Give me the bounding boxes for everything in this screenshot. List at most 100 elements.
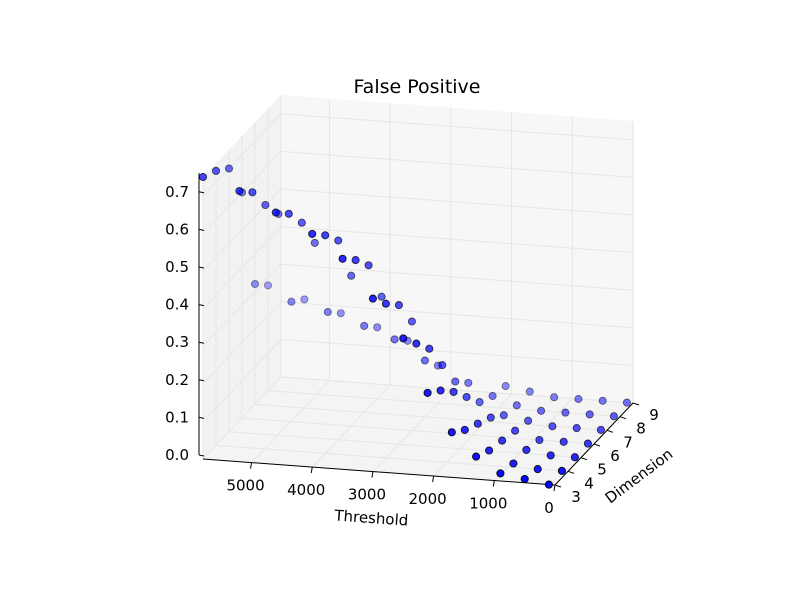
- data-point: [412, 339, 421, 348]
- data-point: [390, 335, 399, 344]
- y-gridline: [228, 431, 582, 459]
- z-tick-mark: [198, 304, 205, 307]
- y-tick-mark: [554, 484, 562, 488]
- y-tick-label: 4: [584, 474, 594, 492]
- data-point: [511, 426, 520, 435]
- data-point: [488, 391, 497, 401]
- data-point: [486, 413, 495, 422]
- z-gridline: [280, 150, 634, 178]
- data-point: [198, 172, 208, 182]
- z-tick-mark: [198, 454, 205, 457]
- back-pane: [281, 95, 633, 403]
- data-point: [544, 480, 553, 489]
- grid: [202, 95, 634, 486]
- z-tick-label: 0.1: [165, 408, 189, 426]
- data-point: [310, 238, 319, 247]
- data-point: [501, 382, 510, 391]
- data-point: [462, 392, 471, 402]
- data-point: [533, 465, 542, 474]
- data-point: [336, 309, 345, 318]
- data-point: [347, 271, 356, 280]
- axes: [198, 173, 640, 492]
- data-point: [561, 408, 570, 417]
- x-tick-mark: [250, 462, 253, 469]
- data-point: [364, 261, 373, 270]
- data-point: [248, 188, 257, 197]
- x-axis-line: [202, 458, 556, 486]
- data-point: [250, 279, 260, 289]
- data-point: [583, 439, 592, 448]
- data-point: [308, 229, 317, 238]
- data-point: [548, 422, 557, 431]
- y-tick-mark: [632, 402, 640, 406]
- x-tick-mark: [492, 480, 495, 487]
- data-point: [585, 410, 594, 419]
- data-point: [261, 200, 270, 210]
- z-gridline: [280, 188, 634, 216]
- data-point: [520, 474, 529, 484]
- data-point: [425, 344, 434, 353]
- data-point: [373, 323, 382, 332]
- data-point: [509, 459, 518, 468]
- data-point: [360, 321, 369, 330]
- data-point: [284, 209, 293, 218]
- data-point: [263, 281, 273, 290]
- z-tick-mark: [198, 416, 205, 419]
- x-axis-label: Threshold: [333, 506, 409, 529]
- data-point: [496, 469, 505, 478]
- data-point: [323, 307, 332, 317]
- z-tick-label: 0.7: [165, 183, 189, 201]
- data-point: [449, 387, 458, 396]
- z-tick-mark: [198, 266, 205, 269]
- data-point: [574, 394, 583, 404]
- x-tick-label: 2000: [409, 490, 447, 508]
- y-gridline: [254, 403, 608, 431]
- y-tick-label: 6: [610, 447, 620, 465]
- data-point: [436, 386, 445, 395]
- y-tick-label: 8: [636, 420, 646, 438]
- data-point: [472, 452, 481, 461]
- data-point: [572, 424, 581, 433]
- data-point: [537, 406, 546, 415]
- x-tick-mark: [371, 471, 374, 478]
- z-gridline: [280, 263, 634, 291]
- x-tick-mark: [310, 466, 313, 474]
- y-tick-mark: [619, 416, 627, 420]
- data-point: [596, 425, 605, 434]
- z-tick-mark: [198, 379, 205, 382]
- y-tick-mark: [580, 457, 588, 461]
- data-point: [512, 401, 521, 410]
- data-point: [368, 294, 377, 303]
- data-point: [485, 446, 494, 455]
- z-tick-label: 0.2: [165, 371, 189, 389]
- data-point: [351, 256, 360, 265]
- data-point: [297, 218, 306, 227]
- data-point: [559, 437, 568, 446]
- data-point: [447, 428, 456, 437]
- data-point: [287, 297, 296, 306]
- data-point: [377, 292, 386, 301]
- data-point: [460, 425, 469, 434]
- data-point: [499, 411, 508, 420]
- z-tick-mark: [198, 228, 205, 231]
- y-tick-label: 5: [597, 461, 607, 479]
- data-point: [557, 466, 566, 475]
- z-tick-mark: [198, 191, 205, 194]
- data-point: [522, 445, 531, 454]
- data-point: [235, 186, 244, 196]
- z-gridline: [280, 338, 634, 366]
- z-gridline: [280, 113, 634, 141]
- data-point: [598, 396, 607, 405]
- z-gridline: [280, 301, 634, 329]
- y-tick-label: 3: [571, 488, 581, 506]
- data-point: [224, 164, 234, 173]
- y-gridline: [267, 390, 621, 418]
- x-tick-label: 5000: [226, 477, 264, 495]
- z-gridline: [280, 226, 634, 254]
- y-tick-label: 9: [649, 406, 659, 424]
- data-point: [334, 236, 343, 245]
- data-point: [423, 388, 432, 397]
- data-point: [498, 436, 507, 445]
